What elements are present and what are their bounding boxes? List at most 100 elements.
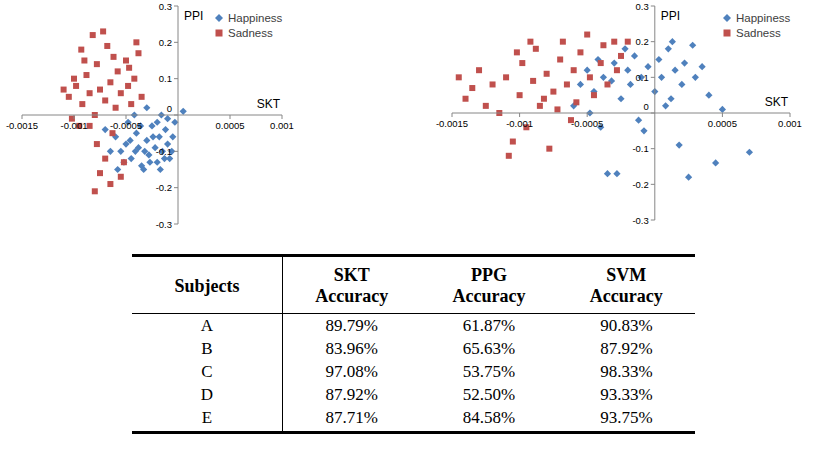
y-axis-title: PPI [184, 9, 203, 23]
point [164, 115, 171, 122]
table-cell: B [132, 337, 283, 360]
legend-marker [216, 30, 223, 37]
point [126, 65, 132, 71]
x-tick-label: 0.001 [778, 118, 802, 129]
point [591, 92, 597, 98]
point [624, 67, 631, 74]
legend-label: Sadness [736, 27, 781, 39]
table-cell: 97.08% [283, 360, 421, 383]
point [613, 170, 620, 177]
point [705, 92, 712, 99]
point [162, 126, 169, 133]
point [100, 28, 106, 34]
point [483, 103, 489, 109]
point [146, 159, 153, 166]
y-tick-label: 0.2 [159, 37, 172, 48]
y-tick-label: -0.1 [632, 143, 648, 154]
table-cell: 65.63% [420, 337, 557, 360]
point [681, 59, 688, 66]
point [665, 45, 672, 52]
point [689, 42, 696, 49]
charts: -0.0015-0.001-0.00050.00050.001-0.3-0.2-… [0, 0, 815, 250]
legend-marker [724, 30, 731, 37]
y-tick-label: 0.1 [159, 73, 172, 84]
point [611, 39, 617, 45]
y-tick [651, 41, 655, 42]
point [476, 67, 482, 73]
point [107, 79, 113, 85]
y-tick [651, 77, 655, 78]
y-tick-label: 0 [644, 101, 649, 112]
point [537, 103, 543, 109]
x-tick-label: 0.0005 [708, 118, 737, 129]
x-tick-label: -0.0005 [571, 118, 603, 129]
point [102, 156, 108, 162]
points [61, 28, 187, 194]
point [128, 155, 135, 162]
table-cell: 93.33% [558, 383, 695, 406]
point [533, 46, 539, 52]
table-row: D87.92%52.50%93.33% [132, 383, 695, 406]
point [156, 133, 163, 140]
point [625, 39, 631, 45]
point [584, 67, 591, 74]
header-text: SKT Accuracy [304, 265, 399, 307]
scatter-chart: -0.0015-0.001-0.00050.00050.001-0.3-0.2-… [436, 1, 802, 226]
point [587, 74, 593, 80]
point [544, 71, 550, 77]
y-tick [174, 151, 178, 152]
y-tick-label: -0.3 [156, 219, 172, 230]
point [141, 148, 148, 155]
point [111, 54, 117, 60]
point [604, 81, 610, 87]
header-row: SubjectsSKT AccuracyPPG AccuracySVM Accu… [132, 256, 695, 314]
point [514, 49, 520, 55]
point [560, 39, 566, 45]
point [83, 72, 89, 78]
x-tick [282, 115, 283, 119]
legend-label: Happiness [228, 12, 283, 24]
x-tick [790, 113, 791, 117]
point [503, 74, 509, 80]
table-cell: 83.96% [283, 337, 421, 360]
point [618, 53, 624, 59]
point [506, 153, 512, 159]
table-cell: 84.58% [420, 406, 557, 433]
point [71, 76, 77, 82]
point [546, 146, 552, 152]
y-tick-label: 0 [167, 103, 172, 114]
y-tick-label: -0.1 [156, 146, 172, 157]
table-cell: E [132, 406, 283, 433]
table-cell: A [132, 314, 283, 338]
y-tick [651, 148, 655, 149]
point [617, 95, 624, 102]
table-cell: 89.79% [283, 314, 421, 338]
legend: HappinessSadness [215, 12, 283, 39]
point [658, 74, 665, 81]
header-cell: SKT Accuracy [283, 256, 421, 314]
legend-marker [215, 14, 223, 22]
point [73, 83, 79, 89]
x-tick [587, 113, 588, 117]
point [132, 148, 139, 155]
x-tick-label: 0.001 [270, 120, 294, 131]
x-axis [452, 113, 790, 114]
table-cell: 52.50% [420, 383, 557, 406]
point [655, 56, 662, 63]
point [600, 74, 607, 81]
point [611, 59, 618, 66]
point [104, 43, 110, 49]
point [676, 142, 683, 149]
y-tick [651, 220, 655, 221]
point [577, 81, 584, 88]
point [635, 117, 642, 124]
point [118, 174, 124, 180]
y-tick [174, 187, 178, 188]
table-cell: 61.87% [420, 314, 557, 338]
x-tick [452, 113, 453, 117]
point [94, 61, 100, 67]
scatter-chart: -0.0015-0.001-0.00050.00050.001-0.3-0.2-… [6, 1, 294, 230]
point [149, 133, 156, 140]
point [78, 47, 84, 53]
point [554, 106, 560, 112]
